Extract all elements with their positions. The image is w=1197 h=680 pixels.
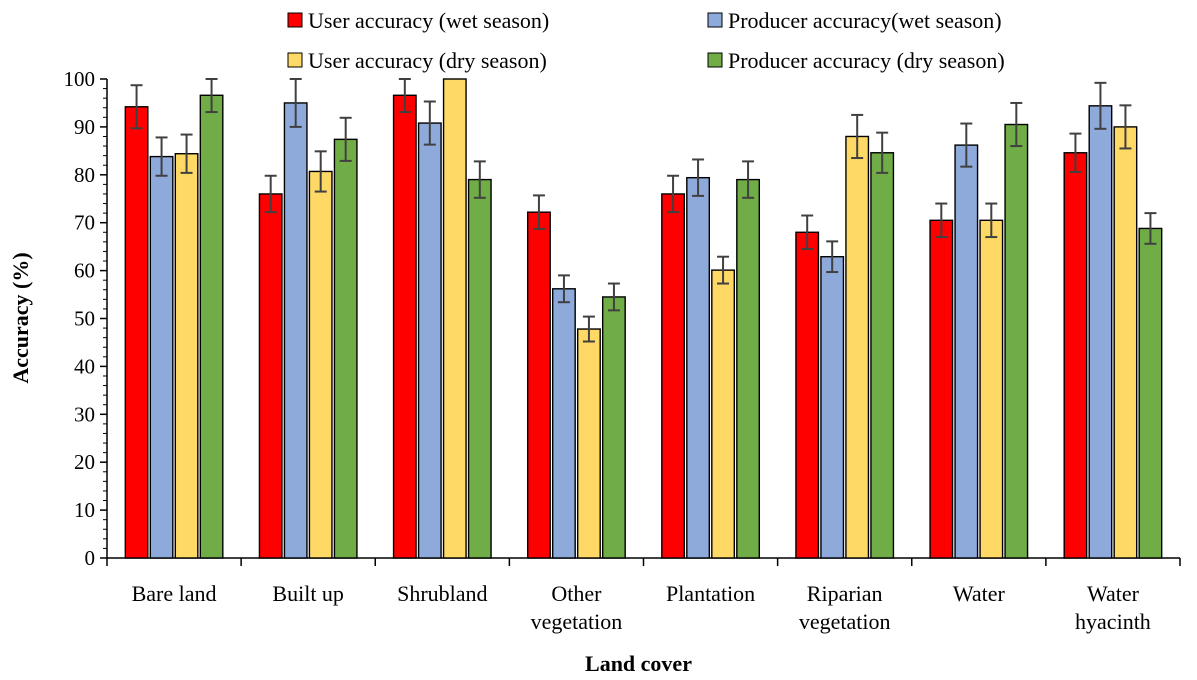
bar — [1004, 123, 1029, 559]
legend-label: Producer accuracy(wet season) — [728, 8, 1002, 33]
bar — [199, 94, 224, 559]
x-axis-title: Land cover — [585, 651, 692, 676]
bar — [1088, 105, 1113, 559]
bar — [417, 122, 442, 559]
legend: User accuracy (wet season) Producer accur… — [287, 8, 1005, 73]
bar — [1113, 126, 1138, 559]
y-tick-label: 80 — [74, 163, 95, 187]
bar — [711, 269, 736, 559]
legend-swatch — [707, 12, 723, 28]
y-axis-title: Accuracy (%) — [8, 252, 33, 383]
bar — [736, 178, 761, 559]
bar — [392, 94, 417, 559]
x-axis: Bare land Built up Shrubland Other vegetatio… — [106, 557, 1181, 634]
y-tick-label: 100 — [64, 67, 96, 91]
bar — [870, 152, 895, 559]
bar — [258, 193, 283, 559]
x-tick-label: Bare land — [132, 581, 217, 606]
x-tick-label: Water — [953, 581, 1006, 606]
bar — [929, 219, 954, 559]
bar — [467, 178, 492, 559]
legend-label: User accuracy (dry season) — [308, 48, 547, 73]
bar — [576, 328, 601, 559]
legend-swatch — [287, 12, 303, 28]
x-tick-label: Built up — [272, 581, 344, 606]
bar — [174, 153, 199, 559]
x-tick-label: Riparian — [807, 581, 883, 606]
y-tick-label: 20 — [74, 450, 95, 474]
error-bars-group — [130, 78, 1157, 343]
bar — [1138, 227, 1163, 559]
bar — [1063, 152, 1088, 559]
x-tick-label: vegetation — [531, 609, 623, 634]
bar — [820, 256, 845, 559]
legend-label: Producer accuracy (dry season) — [728, 48, 1005, 73]
y-tick-label: 30 — [74, 402, 95, 426]
x-tick-label: Other — [551, 581, 602, 606]
y-tick-label: 10 — [74, 498, 95, 522]
y-tick-label: 50 — [74, 307, 95, 331]
y-tick-label: 90 — [74, 115, 95, 139]
x-tick-label: Plantation — [666, 581, 755, 606]
bar — [526, 211, 551, 559]
bar — [601, 296, 626, 559]
bar — [124, 106, 149, 559]
x-tick-label: Water — [1087, 581, 1140, 606]
bar — [954, 144, 979, 559]
y-tick-label: 40 — [74, 354, 95, 378]
y-axis: 0 10 20 30 40 50 60 70 80 90 100 — [64, 67, 108, 570]
legend-label: User accuracy (wet season) — [308, 8, 549, 33]
bar — [845, 135, 870, 559]
bar — [283, 102, 308, 559]
x-tick-label: hyacinth — [1075, 609, 1151, 634]
legend-swatch — [287, 52, 303, 68]
bar — [308, 170, 333, 559]
bar — [661, 193, 686, 559]
bar — [551, 288, 576, 559]
bar — [979, 219, 1004, 559]
bar — [149, 155, 174, 559]
x-tick-label: vegetation — [799, 609, 891, 634]
bar — [795, 231, 820, 559]
y-tick-label: 70 — [74, 211, 95, 235]
bars-group — [124, 78, 1163, 559]
y-tick-label: 0 — [85, 546, 96, 570]
bar — [333, 138, 358, 559]
bar — [686, 176, 711, 559]
y-tick-label: 60 — [74, 259, 95, 283]
x-tick-label: Shrubland — [397, 581, 487, 606]
bar — [442, 78, 467, 559]
legend-swatch — [707, 52, 723, 68]
